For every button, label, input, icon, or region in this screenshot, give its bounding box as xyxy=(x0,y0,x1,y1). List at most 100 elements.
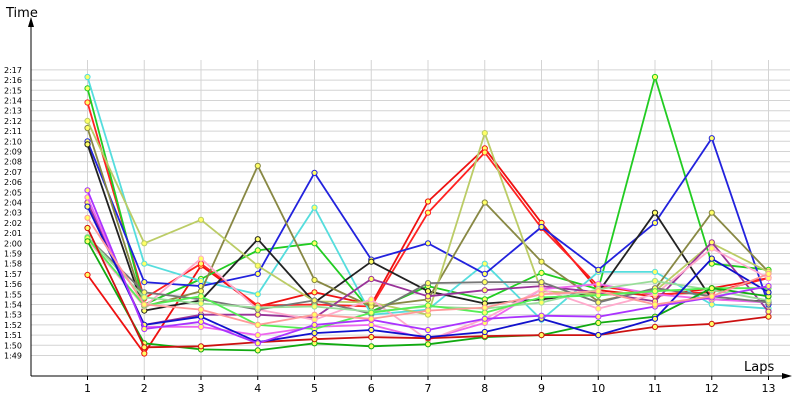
y-tick-label: 1:49 xyxy=(4,352,22,361)
data-point xyxy=(197,293,205,300)
data-point xyxy=(651,323,659,330)
data-point xyxy=(84,85,91,92)
data-point xyxy=(84,271,91,278)
data-point xyxy=(254,236,261,243)
y-tick-label: 2:11 xyxy=(4,127,22,136)
data-point xyxy=(481,328,488,336)
x-tick-label: 13 xyxy=(762,382,776,395)
data-point xyxy=(141,279,148,286)
data-point xyxy=(595,313,602,320)
data-point xyxy=(197,306,205,313)
data-point xyxy=(141,289,148,296)
y-tick-label: 2:09 xyxy=(4,148,22,157)
data-point xyxy=(141,325,148,333)
x-tick-label: 5 xyxy=(311,382,318,395)
data-point xyxy=(538,291,545,298)
data-point xyxy=(538,279,545,286)
data-point xyxy=(424,326,432,334)
data-point xyxy=(254,291,261,298)
y-tick-label: 2:06 xyxy=(4,178,22,187)
data-point xyxy=(424,307,432,314)
y-tick-label: 2:02 xyxy=(4,219,22,228)
data-point xyxy=(595,288,602,295)
data-point xyxy=(424,240,432,247)
tick-labels: 1:49 1:501:511:521:531:54 1:551:561:571:58… xyxy=(4,66,776,395)
x-tick-label: 6 xyxy=(368,382,375,395)
data-point xyxy=(368,321,375,328)
data-point xyxy=(595,305,602,312)
x-tick-label: 1 xyxy=(84,382,91,395)
data-point xyxy=(84,238,91,245)
y-tick-label: 1:57 xyxy=(4,270,22,279)
data-point xyxy=(481,199,488,206)
data-point xyxy=(708,301,715,308)
data-point xyxy=(197,277,205,285)
data-point xyxy=(651,277,659,285)
y-tick-label: 1:52 xyxy=(4,321,22,330)
data-point xyxy=(765,283,772,290)
data-point xyxy=(197,343,205,350)
data-point xyxy=(708,285,715,292)
data-point xyxy=(708,260,715,267)
data-point xyxy=(538,269,545,276)
data-point xyxy=(84,187,91,194)
data-point xyxy=(254,304,261,311)
data-point xyxy=(254,347,261,354)
data-point xyxy=(651,219,659,226)
y-tick-label: 2:07 xyxy=(4,168,22,177)
series-5 xyxy=(84,135,772,308)
y-tick-label: 2:13 xyxy=(4,107,22,116)
series-19 xyxy=(84,214,772,328)
data-point xyxy=(368,296,375,303)
data-point xyxy=(197,300,205,307)
data-point xyxy=(538,332,545,339)
x-tick-label: 2 xyxy=(141,382,148,395)
data-point xyxy=(368,275,375,283)
y-tick-label: 1:50 xyxy=(4,341,22,350)
y-tick-label: 1:56 xyxy=(4,280,22,289)
y-tick-label: 2:00 xyxy=(4,239,22,248)
data-point xyxy=(311,311,318,318)
data-point xyxy=(651,288,659,295)
data-point xyxy=(197,313,205,320)
data-point xyxy=(595,281,602,288)
data-point xyxy=(481,279,488,286)
data-point xyxy=(141,240,148,247)
y-tick-label: 1:58 xyxy=(4,260,22,269)
data-point xyxy=(311,289,318,296)
data-point xyxy=(651,315,659,322)
y-tick-label: 2:10 xyxy=(4,137,22,146)
data-point xyxy=(481,304,488,311)
y-tick-label: 2:04 xyxy=(4,199,22,208)
data-point xyxy=(538,258,545,265)
data-point xyxy=(84,117,91,125)
data-point xyxy=(311,297,318,304)
data-point xyxy=(141,344,148,351)
data-point xyxy=(538,299,545,306)
data-point xyxy=(708,209,715,216)
x-tick-label: 3 xyxy=(198,382,205,395)
data-point xyxy=(368,343,375,350)
data-point xyxy=(595,332,602,339)
axes: Time Laps xyxy=(5,6,792,379)
data-point xyxy=(254,311,261,318)
data-point xyxy=(197,288,205,295)
data-point xyxy=(538,286,545,293)
data-point xyxy=(141,294,148,301)
data-point xyxy=(708,239,715,246)
x-tick-label: 9 xyxy=(538,382,545,395)
y-tick-label: 1:53 xyxy=(4,311,22,320)
y-tick-label: 2:08 xyxy=(4,158,22,167)
data-point xyxy=(311,276,318,284)
x-axis-title: Laps xyxy=(744,360,774,375)
data-point xyxy=(311,321,318,328)
y-tick-label: 2:14 xyxy=(4,97,22,106)
data-point xyxy=(141,301,148,308)
data-point xyxy=(651,73,659,81)
data-point xyxy=(424,293,432,300)
data-point xyxy=(708,245,715,252)
data-point xyxy=(481,315,488,322)
data-point xyxy=(481,309,488,316)
data-point xyxy=(254,321,261,328)
data-point xyxy=(651,301,659,308)
